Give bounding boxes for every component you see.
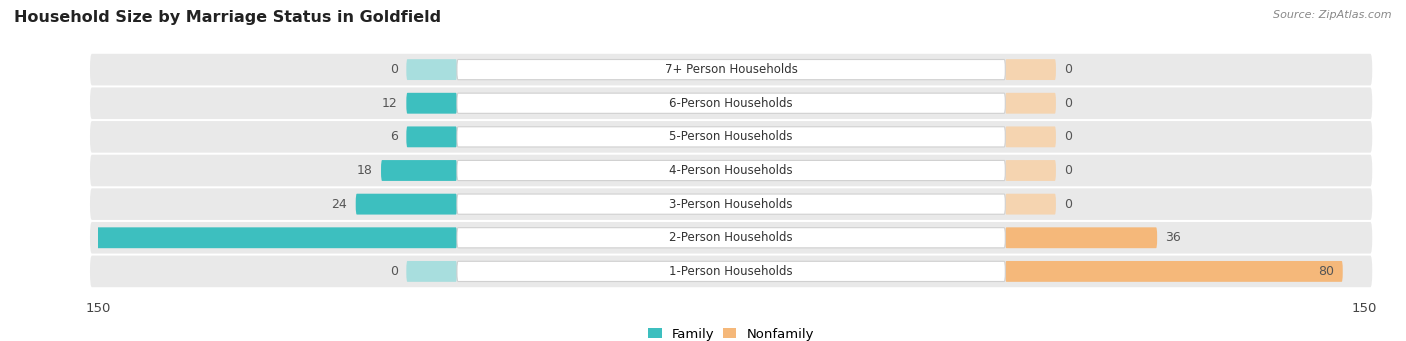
Text: Household Size by Marriage Status in Goldfield: Household Size by Marriage Status in Gol… [14, 10, 441, 25]
FancyBboxPatch shape [457, 127, 1005, 147]
FancyBboxPatch shape [90, 54, 1372, 85]
Text: 111: 111 [14, 231, 41, 244]
Text: 6-Person Households: 6-Person Households [669, 97, 793, 110]
FancyBboxPatch shape [1005, 194, 1056, 214]
FancyBboxPatch shape [457, 60, 1005, 80]
Text: 7+ Person Households: 7+ Person Households [665, 63, 797, 76]
Text: 2-Person Households: 2-Person Households [669, 231, 793, 244]
Text: 4-Person Households: 4-Person Households [669, 164, 793, 177]
Text: 0: 0 [1064, 97, 1073, 110]
FancyBboxPatch shape [90, 222, 1372, 254]
FancyBboxPatch shape [1005, 127, 1056, 147]
Text: 80: 80 [1319, 265, 1334, 278]
Text: 0: 0 [389, 265, 398, 278]
FancyBboxPatch shape [406, 93, 457, 114]
FancyBboxPatch shape [457, 261, 1005, 281]
Text: Source: ZipAtlas.com: Source: ZipAtlas.com [1274, 10, 1392, 20]
FancyBboxPatch shape [356, 194, 457, 214]
Text: 3-Person Households: 3-Person Households [669, 198, 793, 211]
FancyBboxPatch shape [457, 194, 1005, 214]
FancyBboxPatch shape [90, 188, 1372, 220]
Text: 18: 18 [357, 164, 373, 177]
Text: 12: 12 [382, 97, 398, 110]
Text: 36: 36 [1166, 231, 1181, 244]
FancyBboxPatch shape [406, 127, 457, 147]
Text: 0: 0 [1064, 198, 1073, 211]
Text: 0: 0 [389, 63, 398, 76]
FancyBboxPatch shape [406, 261, 457, 282]
FancyBboxPatch shape [406, 59, 457, 80]
Text: 1-Person Households: 1-Person Households [669, 265, 793, 278]
FancyBboxPatch shape [1005, 261, 1343, 282]
Text: 0: 0 [1064, 63, 1073, 76]
FancyBboxPatch shape [457, 93, 1005, 113]
Text: 0: 0 [1064, 130, 1073, 143]
Text: 5-Person Households: 5-Person Households [669, 130, 793, 143]
FancyBboxPatch shape [90, 87, 1372, 119]
FancyBboxPatch shape [457, 228, 1005, 248]
Legend: Family, Nonfamily: Family, Nonfamily [648, 328, 814, 341]
Text: 6: 6 [389, 130, 398, 143]
Text: 24: 24 [332, 198, 347, 211]
FancyBboxPatch shape [381, 160, 457, 181]
FancyBboxPatch shape [457, 160, 1005, 181]
FancyBboxPatch shape [90, 121, 1372, 153]
FancyBboxPatch shape [1005, 59, 1056, 80]
FancyBboxPatch shape [90, 256, 1372, 287]
FancyBboxPatch shape [1005, 93, 1056, 114]
Text: 0: 0 [1064, 164, 1073, 177]
FancyBboxPatch shape [1005, 227, 1157, 248]
FancyBboxPatch shape [1005, 160, 1056, 181]
FancyBboxPatch shape [90, 155, 1372, 186]
FancyBboxPatch shape [0, 227, 457, 248]
